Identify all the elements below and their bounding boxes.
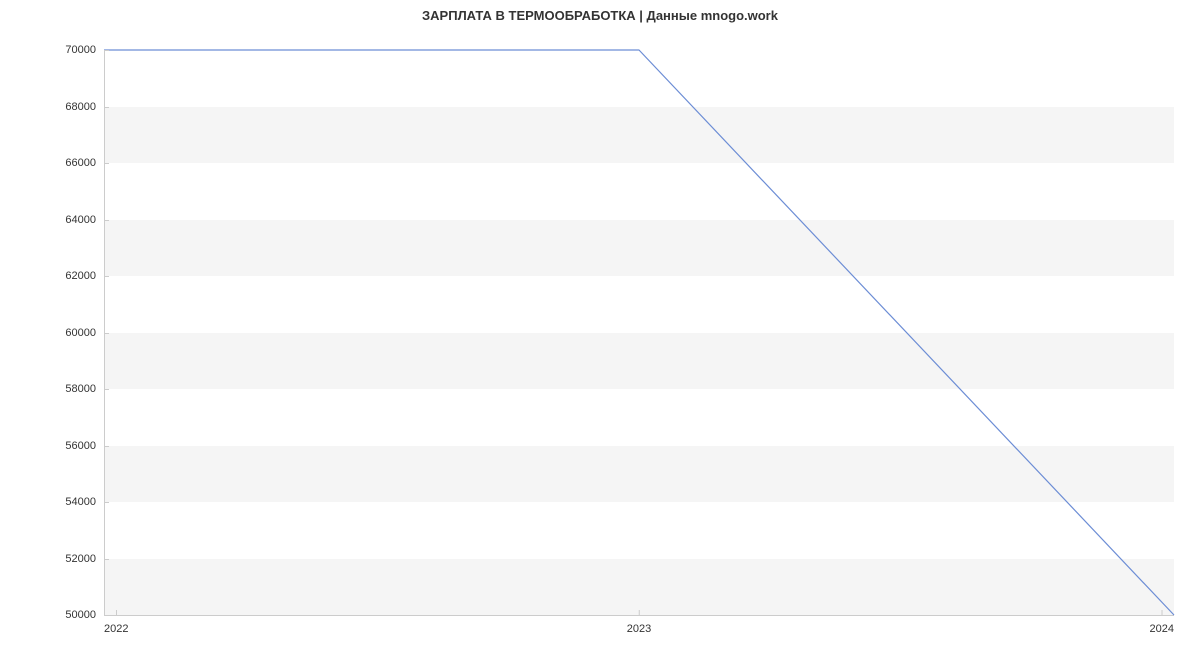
y-tick-label: 50000 xyxy=(65,609,104,621)
y-tick-label: 52000 xyxy=(65,553,104,565)
y-tick-label: 62000 xyxy=(65,270,104,282)
x-tick-label: 2023 xyxy=(627,615,651,635)
y-tick-label: 56000 xyxy=(65,440,104,452)
y-tick-label: 54000 xyxy=(65,496,104,508)
chart-title: ЗАРПЛАТА В ТЕРМООБРАБОТКА | Данные mnogo… xyxy=(0,8,1200,23)
x-tick-label: 2022 xyxy=(104,615,128,635)
y-tick-label: 64000 xyxy=(65,214,104,226)
y-tick-label: 66000 xyxy=(65,157,104,169)
x-tick-label: 2024 xyxy=(1150,615,1174,635)
chart-plot-area: 5000052000540005600058000600006200064000… xyxy=(104,50,1174,615)
series-line-salary xyxy=(104,50,1174,615)
y-tick-label: 68000 xyxy=(65,101,104,113)
chart-line-layer xyxy=(104,50,1174,615)
y-tick-label: 60000 xyxy=(65,327,104,339)
y-tick-label: 70000 xyxy=(65,44,104,56)
chart-container: ЗАРПЛАТА В ТЕРМООБРАБОТКА | Данные mnogo… xyxy=(0,0,1200,650)
y-tick-label: 58000 xyxy=(65,383,104,395)
